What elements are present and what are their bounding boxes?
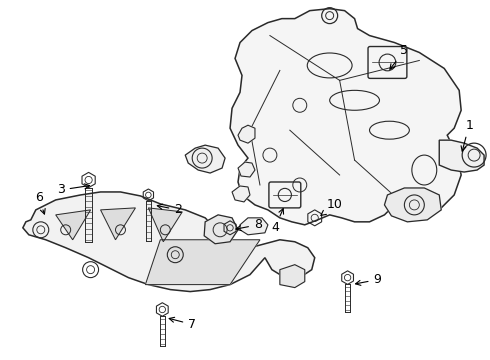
Polygon shape xyxy=(232,186,250,202)
Text: 10: 10 xyxy=(321,198,343,215)
Polygon shape xyxy=(439,140,484,172)
Polygon shape xyxy=(56,210,91,240)
Text: 6: 6 xyxy=(35,192,45,214)
Polygon shape xyxy=(385,188,441,222)
Polygon shape xyxy=(230,9,461,225)
Polygon shape xyxy=(100,208,135,240)
Polygon shape xyxy=(148,208,182,242)
Polygon shape xyxy=(23,192,315,292)
Text: 4: 4 xyxy=(271,208,284,234)
Text: 8: 8 xyxy=(236,218,262,231)
Text: 7: 7 xyxy=(169,317,196,331)
Text: 3: 3 xyxy=(57,184,90,197)
Text: 1: 1 xyxy=(461,119,473,151)
Polygon shape xyxy=(280,265,305,288)
Polygon shape xyxy=(185,145,225,173)
Polygon shape xyxy=(240,218,268,235)
Polygon shape xyxy=(238,162,255,177)
Polygon shape xyxy=(146,240,260,285)
Text: 5: 5 xyxy=(390,44,408,69)
Polygon shape xyxy=(204,215,238,244)
Text: 9: 9 xyxy=(356,273,381,286)
Text: 2: 2 xyxy=(157,203,182,216)
Polygon shape xyxy=(238,125,255,143)
